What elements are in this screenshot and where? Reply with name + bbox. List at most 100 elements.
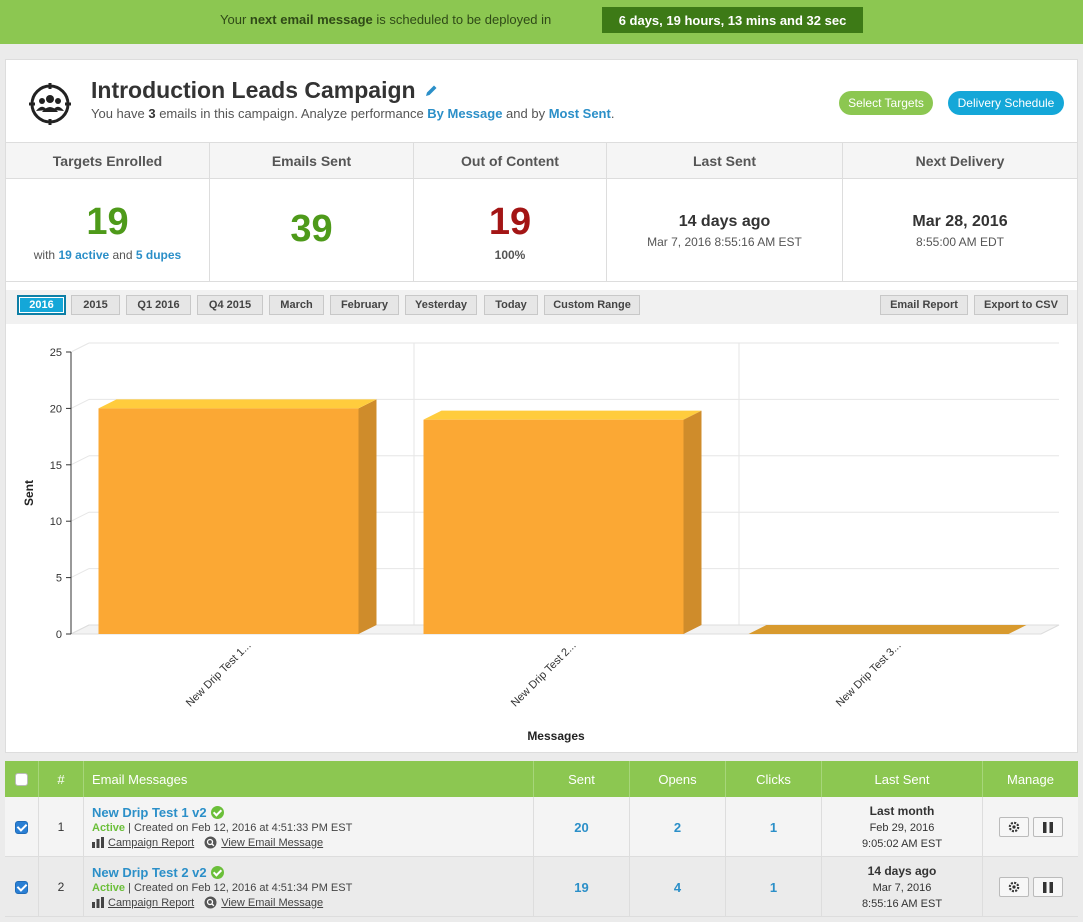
- campaign-subtitle: You have 3 emails in this campaign. Anal…: [91, 106, 615, 121]
- last-sent-time: 9:05:02 AM EST: [861, 837, 943, 850]
- col-clicks[interactable]: Clicks: [726, 761, 822, 797]
- row-manage: [983, 857, 1078, 917]
- table-header: # Email Messages Sent Opens Clicks Last …: [5, 761, 1078, 797]
- gridline-side: [70, 398, 90, 409]
- stats-summary: Targets Enrolled 19 with 19 active and 5…: [6, 142, 1077, 282]
- pause-button[interactable]: [1032, 817, 1063, 837]
- stat-targets-enrolled: Targets Enrolled 19 with 19 active and 5…: [6, 143, 210, 282]
- bar: [423, 419, 684, 634]
- row-manage: [983, 797, 1078, 857]
- sent-count-link[interactable]: 19: [574, 879, 589, 895]
- table-row: 2 New Drip Test 2 v2 Active | Created on…: [5, 857, 1078, 917]
- filter-q4-2015[interactable]: Q4 2015: [197, 295, 263, 315]
- stat-value: 39: [290, 208, 333, 250]
- pause-button[interactable]: [1032, 877, 1063, 897]
- row-last-sent: Last month Feb 29, 2016 9:05:02 AM EST: [822, 797, 983, 857]
- settings-button[interactable]: [998, 877, 1029, 897]
- bar-side: [683, 410, 702, 634]
- stat-value: 14 days ago: [678, 213, 771, 230]
- last-sent-relative: 14 days ago: [867, 863, 937, 878]
- row-checkbox[interactable]: [15, 880, 28, 894]
- stat-emails-sent: Emails Sent 39: [210, 143, 414, 282]
- active-targets-link[interactable]: 19 active: [58, 248, 110, 262]
- campaign-title: Introduction Leads Campaign: [91, 77, 416, 103]
- sent-count-link[interactable]: 20: [574, 819, 589, 835]
- settings-button[interactable]: [998, 817, 1029, 837]
- message-name-link[interactable]: New Drip Test 1 v2: [92, 805, 207, 820]
- select-targets-button[interactable]: Select Targets: [839, 91, 933, 115]
- bar-top: [423, 410, 702, 420]
- gear-icon: [1008, 881, 1019, 893]
- filter-yesterday[interactable]: Yesterday: [405, 295, 477, 315]
- message-name-link[interactable]: New Drip Test 2 v2: [92, 865, 207, 880]
- col-last-sent[interactable]: Last Sent: [822, 761, 983, 797]
- y-tick-label: 15: [50, 460, 62, 472]
- edit-pencil-icon[interactable]: [424, 84, 438, 98]
- row-checkbox[interactable]: [15, 820, 28, 834]
- filter-q1-2016[interactable]: Q1 2016: [126, 295, 191, 315]
- stat-detail: 8:55:00 AM EDT: [915, 235, 1005, 249]
- verified-check-icon: [210, 806, 224, 819]
- stat-next-delivery: Next Delivery Mar 28, 2016 8:55:00 AM ED…: [843, 143, 1077, 282]
- col-email-messages[interactable]: Email Messages: [84, 761, 534, 797]
- gridline-side: [70, 455, 90, 466]
- row-num: 2: [39, 857, 84, 917]
- row-message-cell: New Drip Test 1 v2 Active | Created on F…: [84, 797, 534, 857]
- gridline-side: [70, 568, 90, 579]
- col-manage: Manage: [1007, 771, 1054, 787]
- clicks-count-link[interactable]: 1: [769, 879, 778, 895]
- last-sent-time: 8:55:16 AM EST: [861, 897, 943, 910]
- x-tick-label: New Drip Test 1...: [184, 640, 254, 710]
- messages-sent-chart: 0 5 10 15 20 25 New Drip Test 1... New Drip Tes…: [6, 330, 1077, 750]
- gridline-side: [70, 511, 90, 522]
- magnifier-icon: [204, 896, 217, 909]
- col-opens[interactable]: Opens: [630, 761, 726, 797]
- filter-march[interactable]: March: [269, 295, 324, 315]
- y-tick-label: 10: [50, 516, 62, 528]
- campaign-report-link[interactable]: Campaign Report: [108, 896, 195, 909]
- stat-value: 19: [86, 201, 129, 243]
- filter-2016[interactable]: 2016: [17, 295, 66, 315]
- by-message-link[interactable]: By Message: [427, 106, 503, 121]
- pause-icon: [1042, 881, 1053, 893]
- row-opens: 2: [630, 797, 726, 857]
- row-sent: 20: [534, 797, 630, 857]
- view-email-link[interactable]: View Email Message: [221, 896, 324, 909]
- dupes-link[interactable]: 5 dupes: [135, 248, 182, 262]
- export-csv-button[interactable]: Export to CSV: [974, 295, 1068, 315]
- bar: [98, 408, 359, 634]
- x-tick-label: New Drip Test 3...: [834, 640, 904, 710]
- stat-label: Next Delivery: [843, 143, 1077, 179]
- stat-value: Mar 28, 2016: [912, 213, 1008, 230]
- status-active: Active: [92, 822, 126, 834]
- opens-count-link[interactable]: 4: [673, 879, 682, 895]
- row-select-cell: [5, 797, 39, 857]
- table-row: 1 New Drip Test 1 v2 Active | Created on…: [5, 797, 1078, 857]
- select-all-cell: [5, 761, 39, 797]
- filter-custom-range[interactable]: Custom Range: [544, 295, 640, 315]
- opens-count-link[interactable]: 2: [673, 819, 682, 835]
- bar-chart: 0 5 10 15 20 25 New Drip Test 1... New Drip Tes…: [22, 342, 1060, 743]
- col-sent[interactable]: Sent: [534, 761, 630, 797]
- stat-last-sent: Last Sent 14 days ago Mar 7, 2016 8:55:1…: [607, 143, 843, 282]
- row-message-cell: New Drip Test 2 v2 Active | Created on F…: [84, 857, 534, 917]
- y-tick-label: 0: [56, 629, 62, 641]
- filter-today[interactable]: Today: [484, 295, 538, 315]
- filter-2015[interactable]: 2015: [71, 295, 120, 315]
- select-all-checkbox[interactable]: [15, 772, 28, 786]
- filter-february[interactable]: February: [330, 295, 399, 315]
- most-sent-link[interactable]: Most Sent: [548, 106, 611, 121]
- campaign-report-link[interactable]: Campaign Report: [108, 836, 195, 849]
- bar-chart-icon: [92, 837, 104, 848]
- view-email-link[interactable]: View Email Message: [221, 836, 324, 849]
- delivery-schedule-button[interactable]: Delivery Schedule: [948, 91, 1064, 115]
- email-report-button[interactable]: Email Report: [880, 295, 968, 315]
- clicks-count-link[interactable]: 1: [769, 819, 778, 835]
- row-sent: 19: [534, 857, 630, 917]
- last-sent-relative: Last month: [869, 803, 935, 818]
- row-select-cell: [5, 857, 39, 917]
- last-sent-date: Feb 29, 2016: [869, 821, 935, 834]
- row-clicks: 1: [726, 797, 822, 857]
- bar: [748, 625, 1027, 634]
- status-active: Active: [92, 882, 126, 894]
